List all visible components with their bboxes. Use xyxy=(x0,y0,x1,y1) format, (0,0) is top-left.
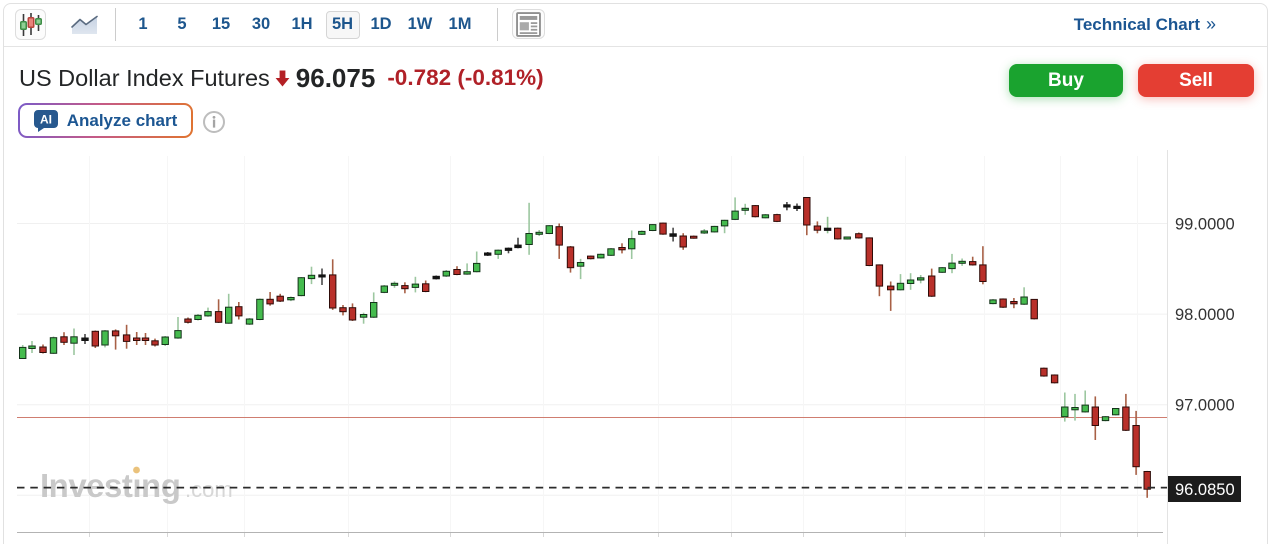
svg-text:96.0850: 96.0850 xyxy=(1175,481,1235,499)
svg-text:98.0000: 98.0000 xyxy=(1175,306,1235,324)
svg-text:.com: .com xyxy=(185,477,233,502)
svg-text:AI: AI xyxy=(40,112,52,126)
svg-text:Investıng: Investıng xyxy=(40,467,180,504)
svg-text:97.0000: 97.0000 xyxy=(1175,397,1235,415)
svg-text:99.0000: 99.0000 xyxy=(1175,215,1235,233)
